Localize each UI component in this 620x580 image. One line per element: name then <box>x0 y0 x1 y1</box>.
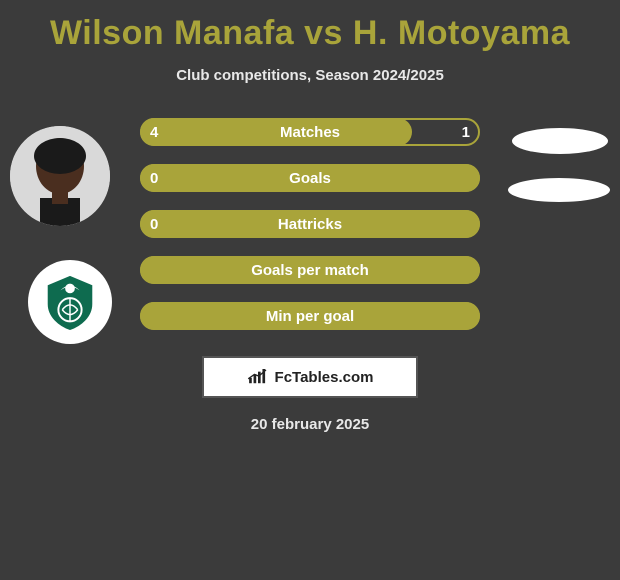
player2-avatar-placeholder-1 <box>512 128 608 154</box>
title-player1: Wilson Manafa <box>50 14 294 52</box>
title-player2: H. Motoyama <box>353 14 570 52</box>
title-vs: vs <box>304 14 343 52</box>
brand-text: FcTables.com <box>275 369 374 386</box>
player1-avatar <box>10 126 110 226</box>
stat-label: Goals <box>140 170 480 187</box>
club-crest-icon <box>39 271 101 333</box>
stat-label: Hattricks <box>140 216 480 233</box>
date-text: 20 february 2025 <box>251 416 369 433</box>
bar-chart-icon <box>247 369 269 385</box>
title: Wilson Manafa vs H. Motoyama <box>50 14 570 53</box>
stat-row-hattricks: 0 Hattricks <box>140 210 480 238</box>
stat-row-matches: 4 Matches 1 <box>140 118 480 146</box>
subtitle: Club competitions, Season 2024/2025 <box>176 67 444 84</box>
stat-label: Matches <box>140 124 480 141</box>
stat-row-goals-per-match: Goals per match <box>140 256 480 284</box>
player2-club-crest <box>28 260 112 344</box>
avatar-placeholder-icon <box>10 126 110 226</box>
stat-right-value: 1 <box>462 124 470 141</box>
player2-avatar-placeholder-2 <box>508 178 610 202</box>
comparison-infographic: Wilson Manafa vs H. Motoyama Club compet… <box>0 0 620 433</box>
brand-badge: FcTables.com <box>202 356 418 398</box>
stat-row-min-per-goal: Min per goal <box>140 302 480 330</box>
stat-row-goals: 0 Goals <box>140 164 480 192</box>
stat-label: Min per goal <box>140 308 480 325</box>
stat-label: Goals per match <box>140 262 480 279</box>
